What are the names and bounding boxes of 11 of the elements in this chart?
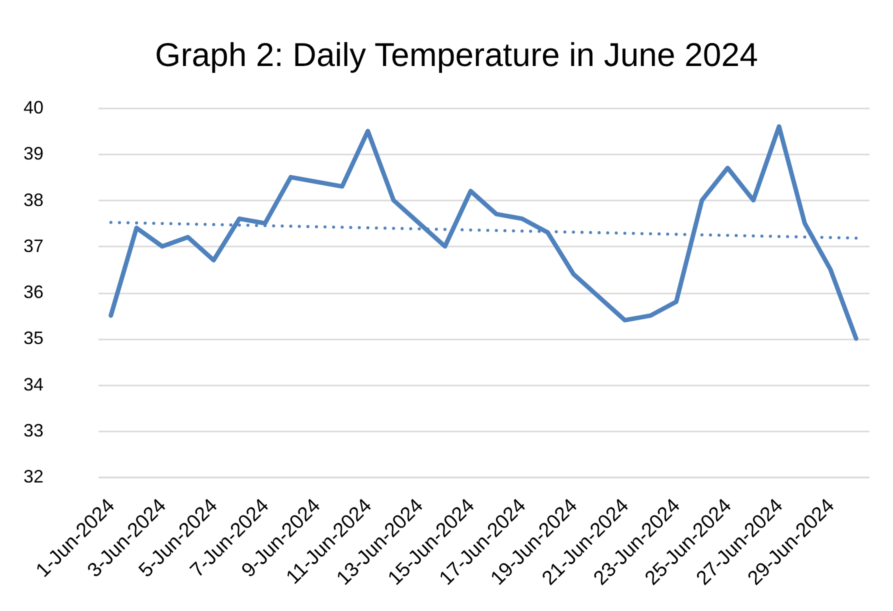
y-tick-label: 32 bbox=[23, 466, 44, 486]
y-tick-label: 35 bbox=[23, 328, 44, 348]
y-tick-label: 33 bbox=[23, 420, 44, 440]
y-tick-label: 36 bbox=[23, 282, 44, 302]
y-tick-label: 34 bbox=[23, 374, 44, 394]
line-series bbox=[108, 124, 858, 341]
chart-title: Graph 2: Daily Temperature in June 2024 bbox=[155, 36, 758, 73]
y-tick-label: 40 bbox=[23, 98, 44, 118]
y-tick-label: 37 bbox=[23, 236, 44, 256]
y-tick-label: 38 bbox=[23, 190, 44, 210]
y-tick-label: 39 bbox=[23, 144, 44, 164]
